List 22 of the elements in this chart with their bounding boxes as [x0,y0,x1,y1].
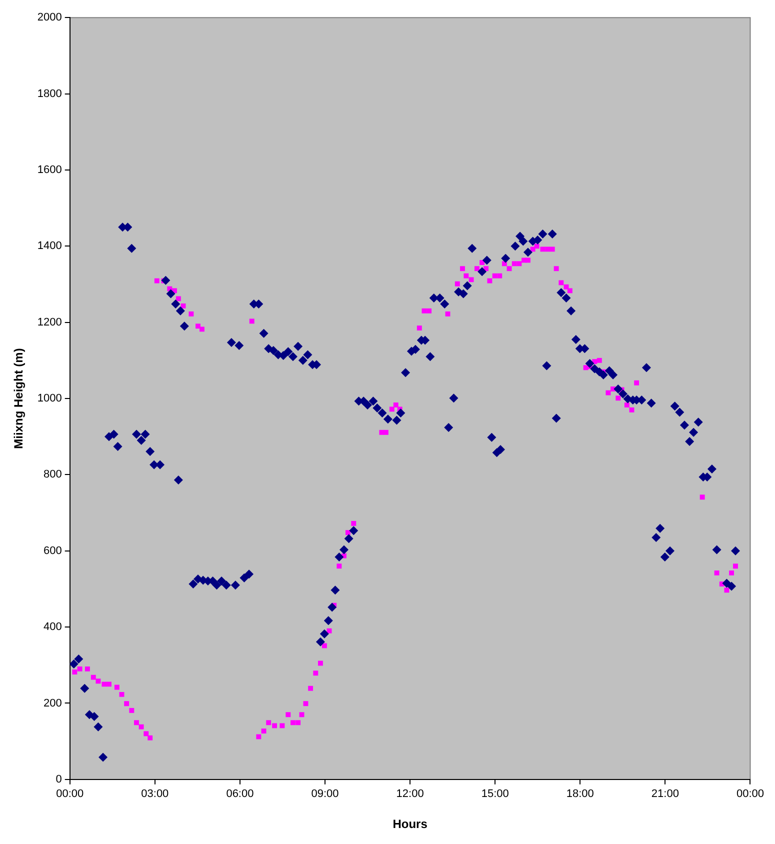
y-tick-label: 600 [44,544,62,557]
y-axis-title: Miixng Height (m) [12,348,26,449]
x-tick-label: 09:00 [311,788,339,800]
x-tick-label: 15:00 [481,788,509,800]
y-tick-label: 200 [44,697,62,710]
y-tick-label: 1400 [37,240,62,252]
y-tick-label: 800 [44,468,62,481]
y-tick-label: 1800 [37,88,62,100]
y-tick-label: 1200 [37,316,62,328]
x-tick-label: 06:00 [226,788,254,800]
x-tick-label: 18:00 [566,788,594,800]
x-tick-label: 00:00 [56,788,84,800]
y-tick-label: 1600 [37,164,62,176]
y-tick-label: 400 [44,621,62,634]
x-axis-title: Hours [392,817,428,832]
y-tick-label: 2000 [37,12,62,24]
x-tick-label: 03:00 [141,788,169,800]
y-tick-label: 0 [56,773,62,786]
x-tick-label: 21:00 [651,788,679,800]
x-tick-label: 12:00 [396,788,424,800]
y-tick-label: 1000 [37,392,62,405]
x-tick-label: 00:00 [736,788,764,800]
